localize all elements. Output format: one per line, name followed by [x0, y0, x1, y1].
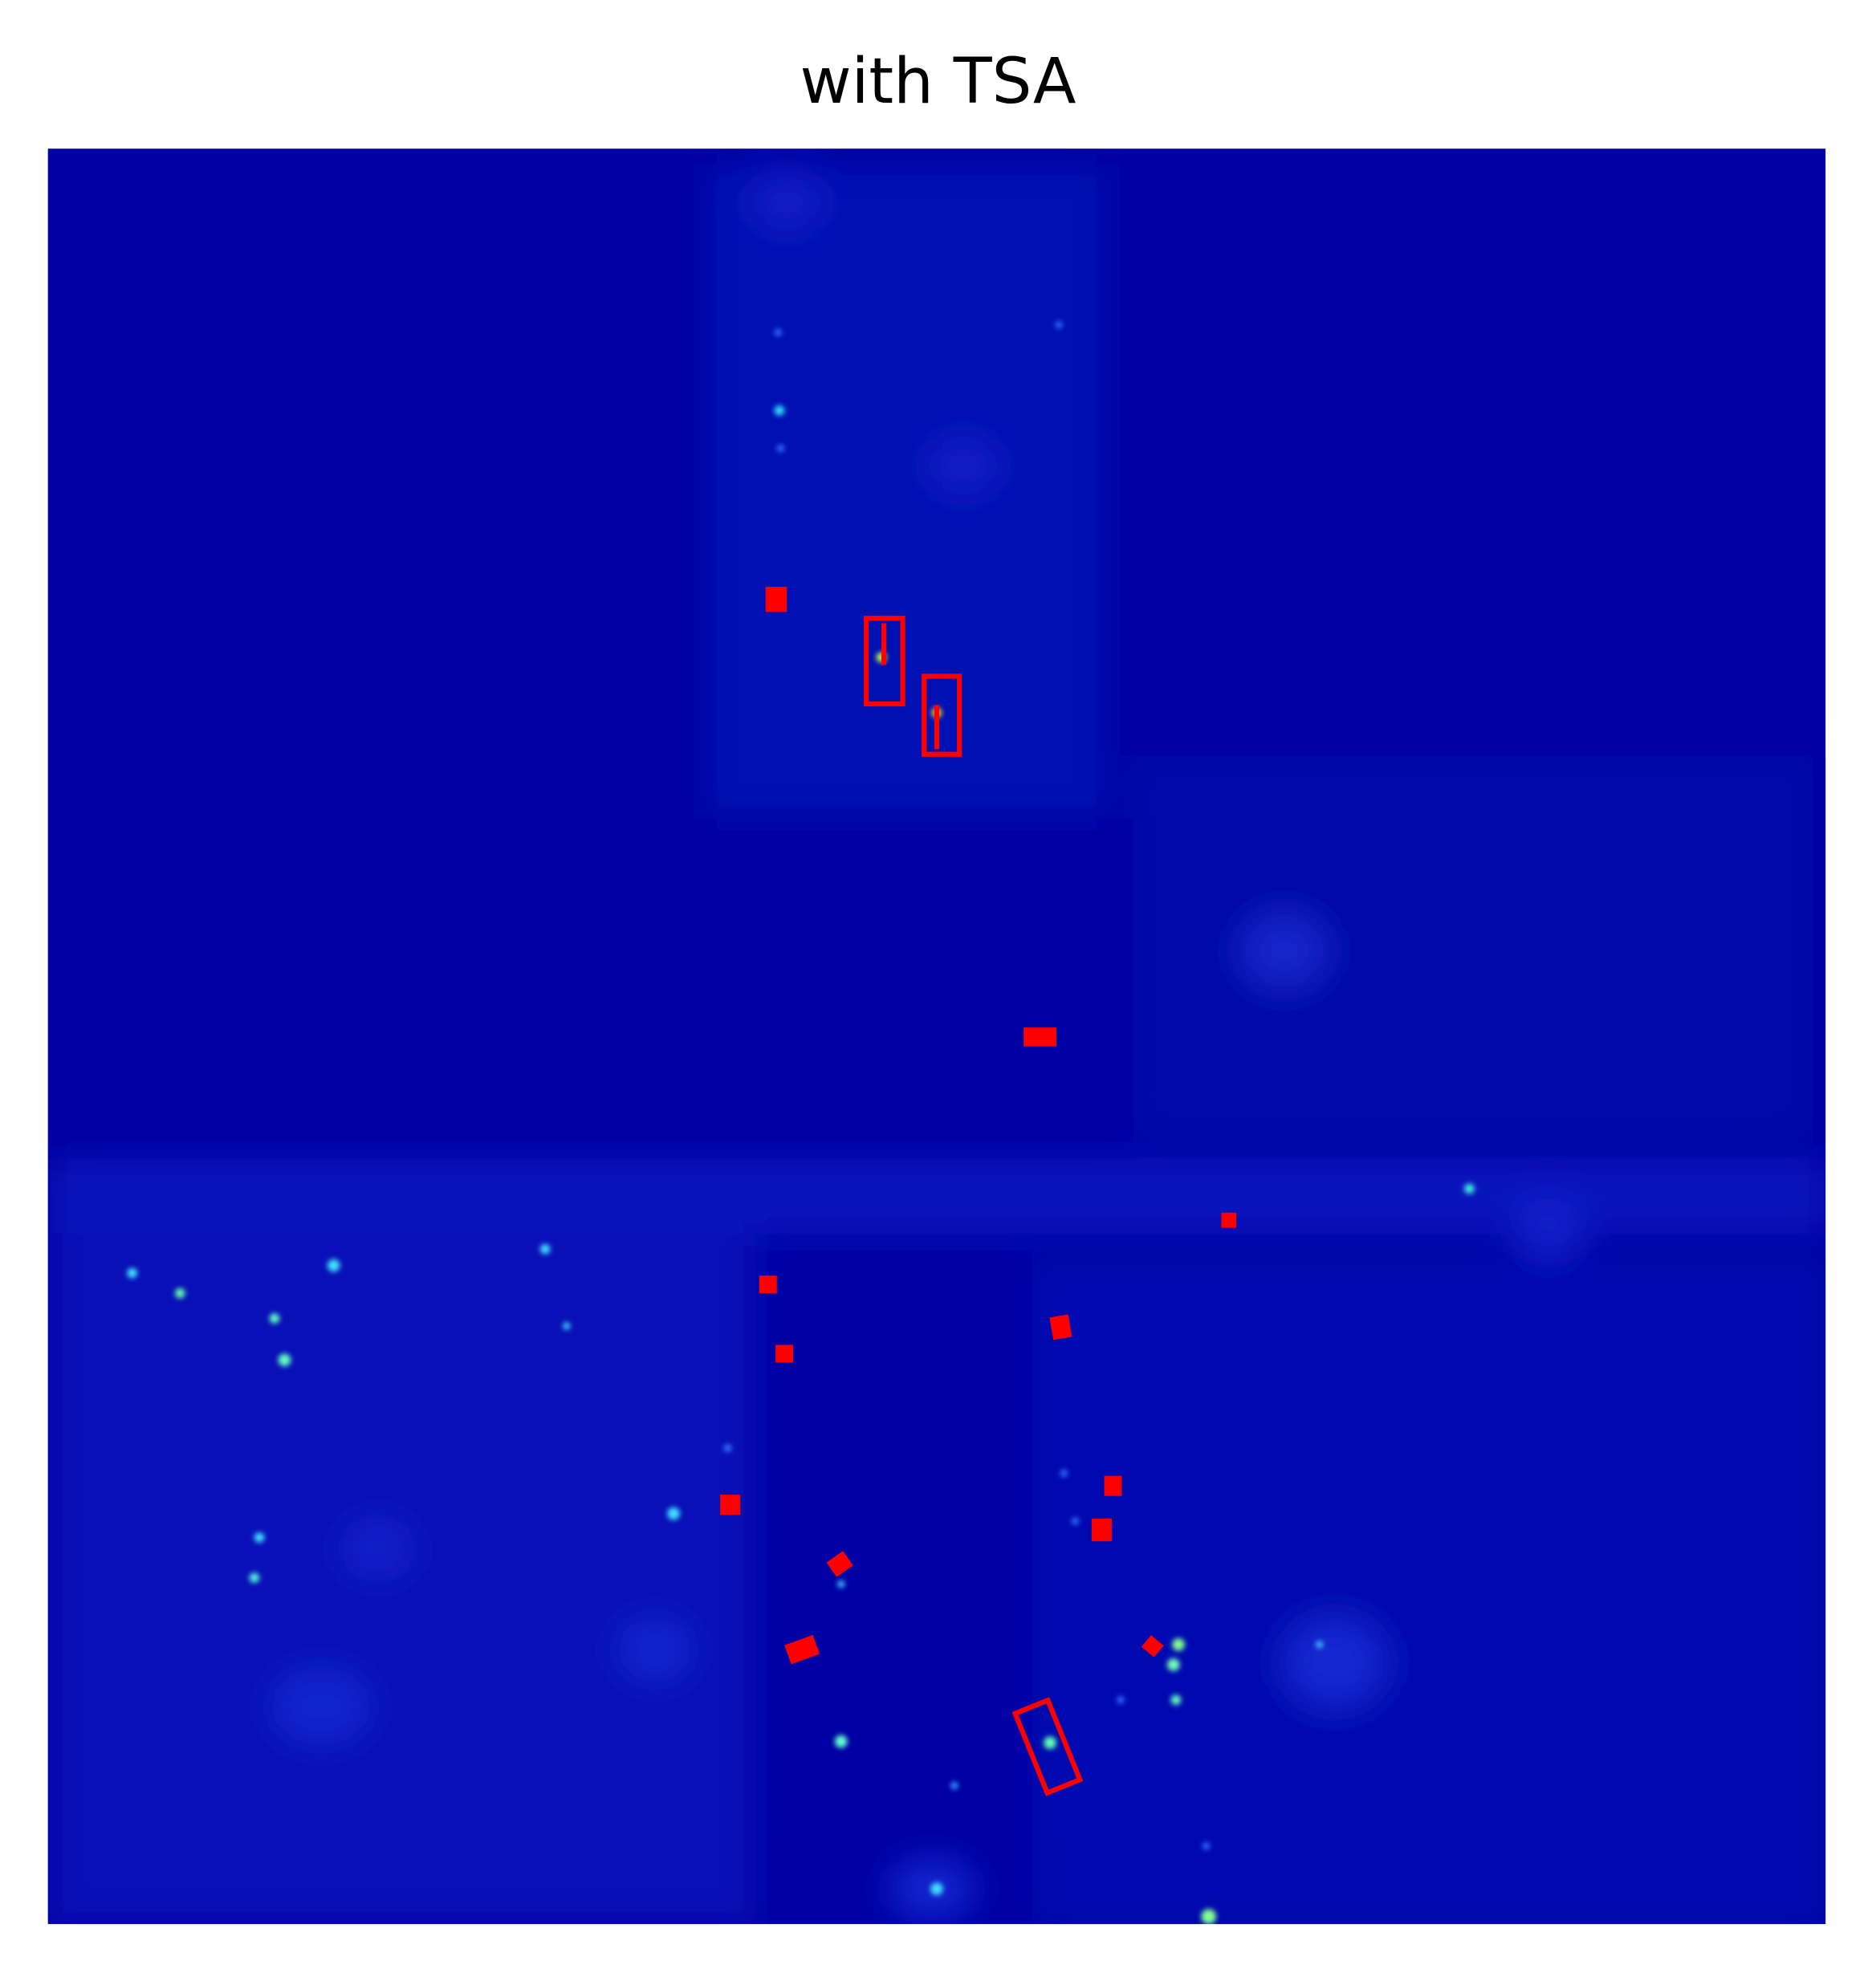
heatmap	[47, 148, 1826, 1925]
detection-boxes	[863, 616, 1084, 1796]
image-title: with TSA	[800, 45, 1076, 118]
detection-points	[720, 587, 1237, 1665]
hot-spots	[127, 321, 1475, 1925]
heat-glow	[50, 163, 1826, 1925]
